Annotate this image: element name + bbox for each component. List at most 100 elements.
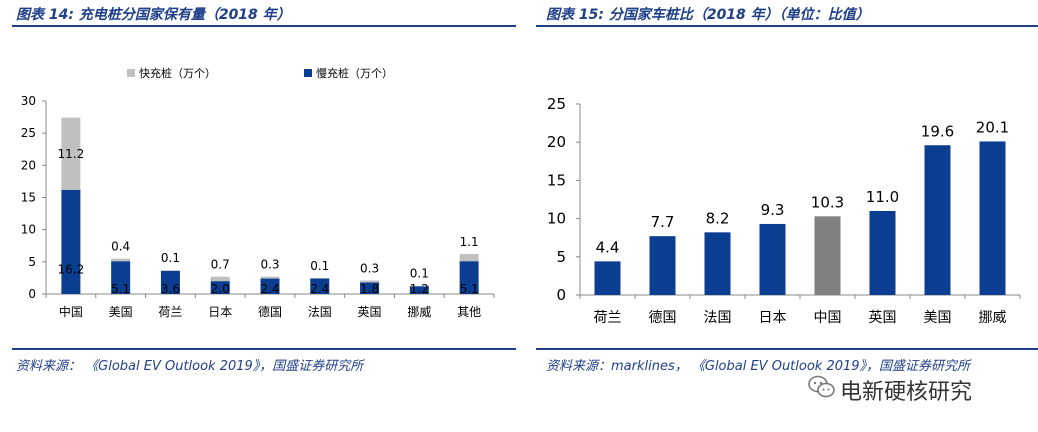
figure-14-title: 图表 14: 充电桩分国家保有量（2018 年） bbox=[16, 7, 291, 23]
bar-fast bbox=[459, 254, 479, 262]
bar-slow bbox=[111, 261, 131, 294]
x-tick-label: 美国 bbox=[109, 305, 133, 319]
y-tick-label: 15 bbox=[21, 191, 36, 205]
bar-fast bbox=[409, 285, 429, 287]
legend-label: 慢充桩（万个） bbox=[316, 66, 393, 80]
x-tick-label: 挪威 bbox=[979, 310, 1007, 326]
legend-label: 快充桩（万个） bbox=[139, 66, 216, 80]
data-label: 10.3 bbox=[811, 193, 844, 211]
bar bbox=[814, 216, 841, 295]
x-tick-label: 中国 bbox=[814, 310, 842, 326]
source-divider bbox=[12, 348, 516, 350]
data-label-slow: 1.8 bbox=[360, 282, 379, 296]
figure-14-panel: 图表 14: 充电桩分国家保有量（2018 年） 快充桩（万个） 慢充桩（万个） 0… bbox=[0, 0, 516, 432]
data-label: 9.3 bbox=[761, 201, 785, 219]
bar-slow bbox=[61, 189, 81, 294]
stacked-bar-chart: 快充桩（万个） 慢充桩（万个） 0 5 10 15 20 25 30 16.2 11.2 中国 5.1 0… bbox=[21, 66, 495, 319]
legend-swatch bbox=[304, 69, 312, 77]
bar bbox=[594, 261, 621, 295]
data-label-slow: 2.4 bbox=[260, 282, 279, 296]
x-tick-label: 中国 bbox=[59, 304, 83, 319]
watermark-text: 电新硬核研究 bbox=[840, 380, 973, 405]
bar bbox=[649, 236, 676, 295]
data-label: 7.7 bbox=[651, 213, 675, 231]
x-tick-label: 日本 bbox=[759, 310, 787, 326]
y-tick-label: 10 bbox=[21, 223, 36, 237]
data-label-slow: 2.4 bbox=[310, 282, 329, 296]
x-tick-label: 荷兰 bbox=[158, 305, 182, 319]
data-label-slow: 2.0 bbox=[211, 282, 230, 296]
figure-15-panel: 图表 15: 分国家车桩比（2018 年）（单位：比值） 0 5 10 15 20 25 4… bbox=[536, 0, 1038, 432]
bar bbox=[759, 223, 786, 295]
data-label: 8.2 bbox=[706, 209, 730, 227]
bar-fast bbox=[210, 276, 230, 282]
x-tick-label: 其他 bbox=[457, 305, 481, 319]
bar-slow bbox=[310, 278, 330, 294]
bar-slow bbox=[360, 282, 380, 294]
bar-fast bbox=[61, 117, 81, 190]
y-tick-label: 10 bbox=[547, 210, 566, 228]
x-tick-label: 法国 bbox=[308, 305, 332, 319]
data-label-slow: 16.2 bbox=[58, 262, 85, 276]
y-tick-label: 30 bbox=[21, 94, 36, 108]
x-tick-label: 德国 bbox=[258, 304, 282, 319]
x-tick-label: 日本 bbox=[208, 305, 232, 319]
y-tick-label: 25 bbox=[21, 126, 36, 140]
bar-slow bbox=[210, 281, 230, 294]
figure-14-source: 资料来源： 《Global EV Outlook 2019》，国盛证券研究所 bbox=[16, 359, 364, 374]
x-tick-label: 英国 bbox=[869, 309, 897, 326]
y-tick-label: 0 bbox=[556, 286, 566, 304]
bar bbox=[704, 232, 731, 295]
x-tick-label: 法国 bbox=[704, 310, 732, 326]
y-tick-label: 15 bbox=[547, 171, 566, 189]
data-label-fast: 0.3 bbox=[360, 261, 379, 275]
figure-15-source: 资料来源：marklines， 《Global EV Outlook 2019》… bbox=[546, 359, 971, 374]
data-label: 20.1 bbox=[976, 118, 1009, 136]
figure-15-title: 图表 15: 分国家车桩比（2018 年）（单位：比值） bbox=[546, 7, 870, 23]
data-label-slow: 3.6 bbox=[161, 282, 180, 296]
data-label-fast: 0.7 bbox=[211, 258, 230, 272]
bar bbox=[924, 145, 951, 295]
bar-slow bbox=[459, 261, 479, 294]
data-label-fast: 0.4 bbox=[111, 240, 130, 254]
bar bbox=[869, 210, 896, 295]
bar-fast bbox=[160, 270, 180, 271]
bar-fast bbox=[360, 280, 380, 283]
data-label-fast: 0.1 bbox=[310, 259, 329, 273]
source-divider bbox=[536, 348, 1038, 350]
x-tick-label: 德国 bbox=[649, 310, 677, 326]
bar-fast bbox=[260, 276, 280, 279]
bar bbox=[979, 141, 1006, 295]
bar-fast bbox=[310, 277, 330, 279]
x-tick-label: 荷兰 bbox=[594, 310, 622, 326]
bar-chart: 0 5 10 15 20 25 4.4 荷兰 7.7 德国 8.2 法国 9.3 日本 10.3 中国 11.0… bbox=[547, 95, 1021, 326]
y-tick-label: 20 bbox=[21, 158, 36, 172]
bar-slow bbox=[260, 278, 280, 294]
title-divider bbox=[536, 25, 1038, 27]
data-label: 4.4 bbox=[596, 238, 620, 256]
data-label-slow: 5.1 bbox=[460, 282, 479, 296]
data-label-fast: 11.2 bbox=[58, 147, 85, 161]
data-label-fast: 1.1 bbox=[460, 235, 479, 249]
y-tick-label: 20 bbox=[547, 133, 566, 151]
data-label-fast: 0.3 bbox=[260, 258, 279, 272]
data-label: 11.0 bbox=[866, 188, 899, 206]
y-tick-label: 25 bbox=[547, 95, 566, 113]
y-tick-label: 5 bbox=[28, 255, 36, 269]
x-tick-label: 美国 bbox=[924, 310, 952, 326]
x-tick-label: 挪威 bbox=[407, 305, 431, 319]
bar-fast bbox=[111, 258, 131, 262]
data-label-slow: 1.2 bbox=[410, 282, 429, 296]
data-label-fast: 0.1 bbox=[410, 267, 429, 281]
x-tick-label: 英国 bbox=[358, 305, 382, 319]
bar-slow bbox=[409, 286, 429, 294]
data-label-fast: 0.1 bbox=[161, 251, 180, 265]
data-label-slow: 5.1 bbox=[111, 282, 130, 296]
bar-slow bbox=[160, 270, 180, 294]
y-tick-label: 5 bbox=[556, 248, 566, 266]
y-tick-label: 0 bbox=[28, 287, 36, 301]
title-divider bbox=[12, 25, 516, 27]
data-label: 19.6 bbox=[921, 122, 954, 140]
legend-swatch bbox=[127, 69, 135, 77]
wechat-icon bbox=[808, 375, 835, 398]
